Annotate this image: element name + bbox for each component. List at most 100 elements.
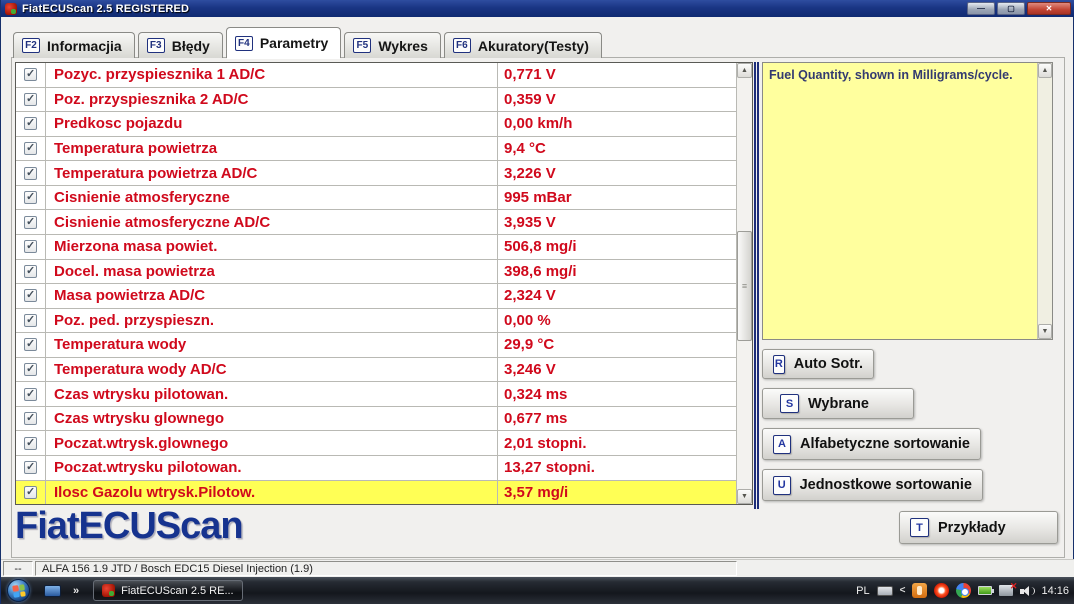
language-indicator[interactable]: PL xyxy=(856,584,870,597)
table-row[interactable]: Mierzona masa powiet. 506,8 mg/i xyxy=(16,234,736,260)
auto-sort-button[interactable]: R Auto Sotr. xyxy=(762,349,874,379)
row-checkbox[interactable] xyxy=(24,67,37,82)
table-row[interactable]: Poz. ped. przyspieszn. 0,00 % xyxy=(16,308,736,334)
table-row[interactable]: Masa powietrza AD/C 2,324 V xyxy=(16,284,736,309)
table-scrollbar[interactable] xyxy=(736,63,752,504)
tab-label: Parametry xyxy=(259,35,329,51)
info-scrollbar[interactable] xyxy=(1037,63,1052,339)
tab[interactable]: F3 Błędy xyxy=(137,32,223,58)
tab-label: Akuratory(Testy) xyxy=(477,37,589,54)
shortcut-key-badge: R xyxy=(773,354,785,374)
selected-button[interactable]: S Wybrane xyxy=(762,388,914,419)
table-row[interactable]: Ilosc Gazolu wtrysk.Pilotow. 3,57 mg/i xyxy=(16,480,736,505)
parameter-name: Masa powietrza AD/C xyxy=(54,287,206,305)
row-checkbox[interactable] xyxy=(24,313,37,327)
table-row[interactable]: Poz. przyspiesznika 2 AD/C 0,359 V xyxy=(16,87,736,113)
battery-icon[interactable] xyxy=(978,586,995,595)
row-checkbox[interactable] xyxy=(24,288,37,303)
row-checkbox[interactable] xyxy=(24,166,37,180)
row-checkbox[interactable] xyxy=(24,485,37,499)
row-checkbox[interactable] xyxy=(24,460,37,475)
tab[interactable]: F2 Informacjia xyxy=(13,32,135,58)
tab-fkey-badge: F5 xyxy=(353,38,372,53)
volume-icon[interactable] xyxy=(1020,585,1036,597)
row-checkbox-cell xyxy=(16,456,46,480)
parameter-name: Temperatura wody AD/C xyxy=(54,361,227,379)
close-button-icon[interactable]: ✕ xyxy=(1027,2,1071,15)
chrome-icon[interactable] xyxy=(956,583,972,598)
row-checkbox[interactable] xyxy=(24,362,37,377)
parameter-name: Poczat.wtrysk.glownego xyxy=(54,434,229,452)
tray-chevron-icon[interactable]: < xyxy=(899,585,906,596)
info-panel-text: Fuel Quantity, shown in Milligrams/cycle… xyxy=(769,68,1013,82)
toolbar-chevron-icon[interactable]: » xyxy=(73,584,80,597)
row-checkbox[interactable] xyxy=(24,239,37,254)
network-disconnected-icon[interactable] xyxy=(999,581,1017,596)
row-checkbox[interactable] xyxy=(24,387,37,401)
table-row[interactable]: Temperatura powietrza 9,4 °C xyxy=(16,136,736,162)
row-checkbox[interactable] xyxy=(24,92,37,106)
fiatecuscan-logo: FiatECUScan xyxy=(15,505,244,547)
parameter-name: Temperatura wody xyxy=(54,336,187,354)
opera-icon[interactable] xyxy=(934,583,950,598)
parameter-value: 3,226 V xyxy=(497,161,736,185)
tray-app-icon[interactable] xyxy=(912,583,928,598)
row-checkbox[interactable] xyxy=(24,116,37,131)
table-row[interactable]: Cisnienie atmosferyczne 995 mBar xyxy=(16,185,736,211)
button-label: Przykłady xyxy=(938,519,1006,536)
parameter-name: Cisnienie atmosferyczne AD/C xyxy=(54,213,271,231)
show-desktop-icon[interactable] xyxy=(44,584,61,597)
row-checkbox-cell xyxy=(16,431,46,455)
alphabetical-sort-button[interactable]: A Alfabetyczne sortowanie xyxy=(762,428,981,460)
row-checkbox-cell xyxy=(16,112,46,136)
table-row[interactable]: Predkosc pojazdu 0,00 km/h xyxy=(16,112,736,137)
table-row[interactable]: Temperatura wody AD/C 3,246 V xyxy=(16,357,736,383)
parameter-name: Temperatura powietrza AD/C xyxy=(54,164,258,182)
table-row[interactable]: Poczat.wtrysku pilotowan. 13,27 stopni. xyxy=(16,456,736,481)
row-checkbox[interactable] xyxy=(24,337,37,352)
taskbar-app-button[interactable]: FiatECUScan 2.5 RE... xyxy=(93,580,243,601)
row-checkbox[interactable] xyxy=(24,411,37,426)
row-checkbox-cell xyxy=(16,382,46,406)
table-row[interactable]: Cisnienie atmosferyczne AD/C 3,935 V xyxy=(16,210,736,235)
parameters-table: Pozyc. przyspiesznika 1 AD/C 0,771 V Poz… xyxy=(15,62,753,505)
table-row[interactable]: Czas wtrysku pilotowan. 0,324 ms xyxy=(16,382,736,407)
start-button[interactable] xyxy=(7,579,30,602)
table-row[interactable]: Docel. masa powietrza 398,6 mg/i xyxy=(16,259,736,285)
row-checkbox-cell xyxy=(16,333,46,357)
scroll-up-icon[interactable] xyxy=(737,63,752,78)
maximize-button-icon[interactable]: ▢ xyxy=(997,2,1025,15)
minimize-button-icon[interactable]: — xyxy=(967,2,995,15)
tab[interactable]: F4 Parametry xyxy=(225,27,342,59)
parameter-value: 0,677 ms xyxy=(497,406,736,431)
tab[interactable]: F5 Wykres xyxy=(344,32,441,58)
taskbar-app-label: FiatECUScan 2.5 RE... xyxy=(121,584,234,597)
row-checkbox[interactable] xyxy=(24,215,37,229)
table-row[interactable]: Temperatura wody 29,9 °C xyxy=(16,333,736,358)
row-checkbox[interactable] xyxy=(24,264,37,278)
parameter-value: 3,935 V xyxy=(497,210,736,234)
status-bar: -- ALFA 156 1.9 JTD / Bosch EDC15 Diesel… xyxy=(1,559,1074,577)
scroll-down-icon[interactable] xyxy=(1038,324,1052,339)
tab[interactable]: F6 Akuratory(Testy) xyxy=(443,32,602,58)
row-checkbox[interactable] xyxy=(24,190,37,205)
table-row[interactable]: Poczat.wtrysk.glownego 2,01 stopni. xyxy=(16,431,736,456)
button-label: Jednostkowe sortowanie xyxy=(799,477,972,493)
scroll-down-icon[interactable] xyxy=(737,489,752,504)
unit-sort-button[interactable]: U Jednostkowe sortowanie xyxy=(762,469,983,501)
parameter-name: Predkosc pojazdu xyxy=(54,115,183,133)
row-checkbox[interactable] xyxy=(24,436,37,450)
table-row[interactable]: Temperatura powietrza AD/C 3,226 V xyxy=(16,161,736,186)
system-tray: PL < 14:16 xyxy=(856,581,1069,598)
button-label: Alfabetyczne sortowanie xyxy=(799,436,970,452)
row-checkbox[interactable] xyxy=(24,141,37,155)
scrollbar-thumb[interactable] xyxy=(737,231,752,341)
examples-button[interactable]: T Przykłady xyxy=(899,511,1058,544)
parameter-value: 2,324 V xyxy=(497,284,736,308)
table-row[interactable]: Pozyc. przyspiesznika 1 AD/C 0,771 V xyxy=(16,63,736,88)
table-row[interactable]: Czas wtrysku glownego 0,677 ms xyxy=(16,406,736,432)
clock: 14:16 xyxy=(1041,584,1069,597)
keyboard-icon[interactable] xyxy=(876,585,893,596)
scroll-up-icon[interactable] xyxy=(1038,63,1052,78)
